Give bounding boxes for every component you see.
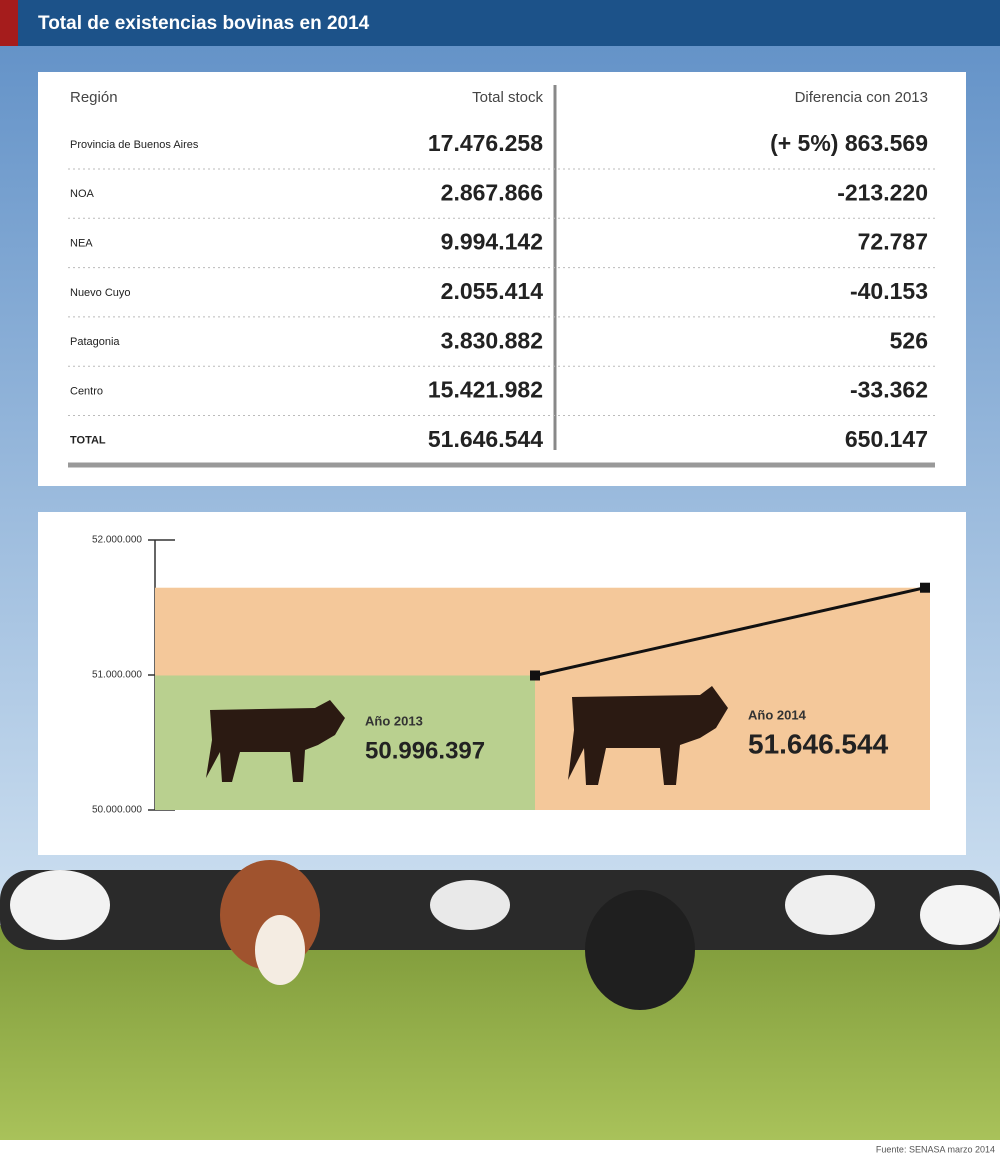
number-cell: 15.421.982 — [428, 377, 543, 403]
point — [530, 670, 540, 681]
y-tick-label: 51.000.000 — [92, 670, 142, 681]
number-cell: 2.055.414 — [441, 278, 544, 304]
header-accent — [0, 0, 18, 46]
table-panel — [38, 72, 966, 486]
y-tick-label: 52.000.000 — [92, 535, 142, 546]
region-cell: TOTAL — [70, 435, 106, 447]
number-cell: 650.147 — [845, 426, 928, 452]
point — [920, 582, 930, 593]
value-label: 50.996.397 — [365, 737, 485, 764]
grass — [0, 925, 1000, 1140]
region-cell: NEA — [70, 238, 93, 250]
number-cell: 17.476.258 — [428, 130, 543, 156]
column-header: Diferencia con 2013 — [795, 89, 928, 106]
region-cell: Nuevo Cuyo — [70, 287, 131, 299]
chart: 50.000.000 51.000.000 52.000.000 Año 2013 50… — [92, 535, 930, 816]
value-label: 51.646.544 — [748, 728, 889, 759]
number-cell: 526 — [890, 327, 928, 353]
number-cell: 3.830.882 — [441, 327, 543, 353]
herd — [0, 860, 1000, 1010]
number-cell: -213.220 — [837, 179, 928, 205]
source: Fuente: SENASA marzo 2014 — [876, 1144, 995, 1154]
number-cell: -40.153 — [850, 278, 928, 304]
number-cell: -33.362 — [850, 377, 928, 403]
table: Región Total stock Diferencia con 2013 Prov… — [68, 89, 935, 452]
cow-2013 — [206, 700, 345, 782]
footer-band — [0, 1140, 1000, 1160]
number-cell: 51.646.544 — [428, 426, 543, 452]
cow-2014 — [568, 686, 728, 785]
region-cell: Centro — [70, 385, 103, 397]
category-label: Año 2013 — [365, 713, 423, 728]
column-header: Total stock — [472, 89, 543, 106]
trend-line — [534, 586, 926, 677]
category-label: Año 2014 — [748, 707, 807, 722]
number-cell: 2.867.866 — [441, 179, 543, 205]
region-cell: Patagonia — [70, 336, 120, 348]
number-cell: 9.994.142 — [441, 229, 543, 255]
number-cell: 72.787 — [858, 229, 928, 255]
number-cell: (+ 5%) 863.569 — [770, 130, 928, 156]
y-tick-label: 50.000.000 — [92, 805, 142, 816]
region-cell: Provincia de Buenos Aires — [70, 139, 199, 151]
column-header: Región — [70, 89, 118, 106]
header-bar — [0, 0, 1000, 46]
region-cell: NOA — [70, 188, 95, 200]
title: Total de existencias bovinas en 2014 — [38, 13, 370, 34]
